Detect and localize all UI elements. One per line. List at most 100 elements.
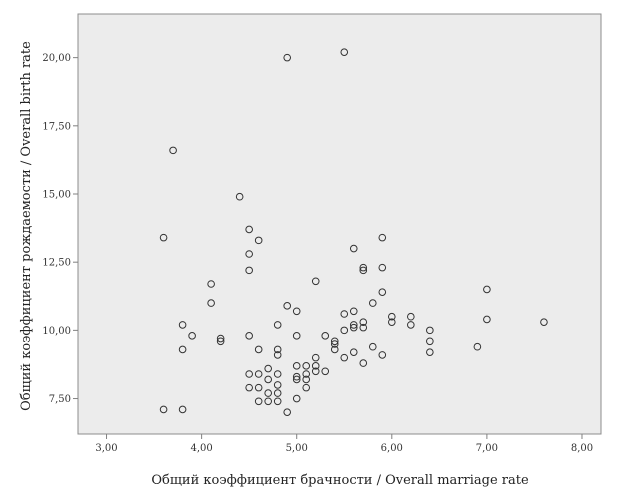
x-axis: 3,00 4,00 5,00 6,00 7,00 8,00 [95,434,593,454]
data-point [426,337,434,346]
data-point [388,318,396,326]
data-point [273,389,282,397]
data-point [292,332,301,340]
data-point [245,225,253,234]
data-point [273,397,282,406]
data-point [264,375,272,384]
data-point [216,334,225,343]
y-tick-label: 7,50 [49,394,71,405]
data-point [378,263,387,272]
data-points [159,48,548,416]
data-point [283,53,292,62]
data-point [188,332,196,340]
data-point [388,312,396,321]
data-point [407,312,415,321]
data-point [473,342,482,351]
data-point [273,381,282,389]
data-point [254,383,263,392]
data-point [359,359,368,367]
data-point [207,299,215,307]
data-point [273,370,282,378]
data-point [283,302,292,310]
data-point [349,321,358,329]
y-axis-title: Общий коэффициент рождаемости / Overall … [19,41,34,411]
data-point [292,394,301,403]
data-point [378,288,387,296]
data-point [340,48,349,56]
y-tick-label: 15,00 [42,190,71,201]
data-point [321,367,330,376]
data-point [159,233,168,242]
data-point [311,277,320,286]
data-point [169,146,177,155]
data-point [178,345,187,354]
data-point [540,318,548,326]
data-point [254,370,263,378]
data-point [368,299,377,307]
data-point [245,250,253,258]
data-point [254,236,263,245]
data-point [340,310,349,318]
data-point [311,353,320,362]
data-point [292,375,301,384]
data-point [207,280,215,288]
data-point [321,332,330,340]
data-point [349,307,358,316]
data-point [264,364,272,373]
data-point [302,383,311,392]
data-point [349,323,358,332]
data-point [235,192,244,201]
y-tick-label: 10,00 [42,326,71,337]
x-tick-label: 5,00 [286,443,308,454]
data-point [283,408,292,416]
data-point [378,351,387,359]
x-tick-label: 7,00 [476,443,498,454]
data-point [340,326,349,335]
data-point [178,405,187,414]
data-point [359,263,368,272]
data-point [349,244,358,253]
data-point [368,342,377,351]
data-point [178,321,187,329]
data-point [311,367,320,376]
data-point [245,383,253,392]
data-point [216,337,225,346]
data-point [292,307,301,316]
y-axis: 7,50 10,00 12,50 15,00 17,50 20,00 [42,53,78,405]
y-tick-label: 17,50 [42,121,71,132]
data-point [378,233,387,242]
data-point [340,353,349,362]
x-tick-label: 4,00 [190,443,212,454]
data-point [159,405,168,414]
x-tick-label: 8,00 [571,443,593,454]
data-point [302,375,311,384]
data-point [359,266,368,275]
data-point [311,362,320,370]
data-point [264,397,272,406]
plot-area [77,13,602,435]
data-point [407,321,415,329]
data-point [273,351,282,359]
data-point [264,389,272,397]
data-point [359,318,368,326]
data-point [302,370,311,378]
data-point [273,321,282,329]
data-point [483,285,491,294]
y-tick-label: 20,00 [42,53,71,64]
data-point [483,315,491,324]
data-point [349,348,358,356]
data-point [245,370,253,378]
data-point [292,372,301,381]
data-point [292,362,301,370]
data-point [302,362,311,370]
y-tick-label: 12,50 [42,258,71,269]
data-point [359,323,368,332]
data-point [426,348,434,356]
x-tick-label: 6,00 [381,443,403,454]
data-point [330,345,339,354]
data-point [254,345,263,354]
data-point [245,332,253,340]
data-point [254,397,263,406]
data-point [330,340,339,348]
